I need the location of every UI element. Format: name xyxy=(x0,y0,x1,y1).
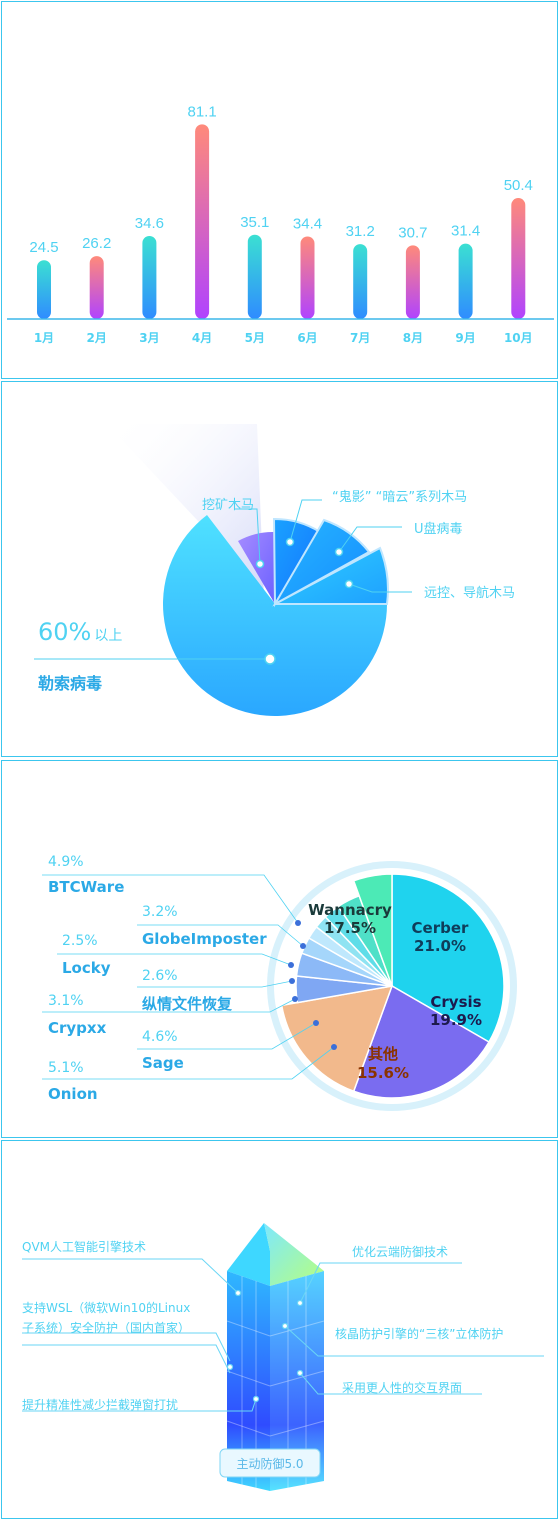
bar-value-label: 31.4 xyxy=(451,223,480,240)
feature-ui: 采用更人性的交互界面 xyxy=(342,1381,463,1395)
callout-remote-trojan: 远控、导航木马 xyxy=(424,586,516,601)
callout-dot xyxy=(289,978,295,984)
callout-usb-virus: U盘病毒 xyxy=(414,522,463,537)
x-tick-label: 1月 xyxy=(34,331,54,345)
virus-share-pie-panel: 挖矿木马 “鬼影” “暗云”系列木马 U盘病毒 远控、导航木马 60% 以上 勒索… xyxy=(1,381,558,757)
callout-line xyxy=(42,1046,335,1080)
x-tick-label: 3月 xyxy=(139,331,159,345)
feature-three-core: 核晶防护引擎的“三核”立体防护 xyxy=(335,1327,504,1341)
pie-slice-other xyxy=(280,985,394,1093)
tower-base-label: 主动防御5.0 xyxy=(236,1457,304,1471)
name-crypxx: Crypxx xyxy=(48,1019,107,1037)
pct-crypxx: 3.1% xyxy=(48,993,84,1009)
callout-line xyxy=(137,924,304,947)
name-recovery: 纵情文件恢复 xyxy=(142,995,233,1013)
ransomware-family-pie-panel: Wannacry 17.5% Cerber 21.0% Crysis 19.9% 其他… xyxy=(1,760,558,1138)
name-onion: Onion xyxy=(48,1085,98,1103)
feature-precision: 提升精准性减少拦截弹窗打扰 xyxy=(22,1398,179,1412)
monthly-bar-chart-panel: 24.5 1月 26.2 2月 34.6 3月 81.1 4月 35.1 5月 34.4 6月 31.2… xyxy=(1,1,558,379)
x-tick-label: 5月 xyxy=(245,331,265,345)
pie-slice-mining-trojan xyxy=(238,531,275,604)
feature-wsl-line1: 支持WSL（微软Win10的Linux xyxy=(22,1301,191,1315)
bar-2 xyxy=(89,256,104,319)
monthly-bar-chart: 24.5 1月 26.2 2月 34.6 3月 81.1 4月 35.1 5月 34.4 6月 31.2… xyxy=(7,103,554,345)
pct-globeimposter: 3.2% xyxy=(142,904,178,920)
callout-dot xyxy=(288,962,294,968)
callout-dot xyxy=(300,943,306,949)
ransomware-family-pie xyxy=(42,861,517,1111)
label-other: 其他 15.6% xyxy=(356,1045,410,1082)
x-tick-label: 4月 xyxy=(192,331,212,345)
bar-value-label: 50.4 xyxy=(504,177,533,194)
name-sage: Sage xyxy=(142,1054,184,1072)
callout-dot xyxy=(331,1044,337,1050)
bar-3 xyxy=(142,235,157,319)
pct-btcware: 4.9% xyxy=(48,854,84,870)
pie-slice-usb-virus xyxy=(272,518,371,607)
pie-slice-cerber xyxy=(391,873,505,1044)
feature-tower-graphic xyxy=(22,1223,544,1491)
pie-slice-wannacry xyxy=(352,873,393,987)
bar-value-label: 26.2 xyxy=(82,235,111,252)
callout-line xyxy=(137,1022,317,1050)
x-tick-label: 2月 xyxy=(87,331,107,345)
callout-line xyxy=(57,953,292,966)
ransomware-percent: 60% 以上 xyxy=(38,618,122,646)
feature-qvm: QVM人工智能引擎技术 xyxy=(22,1240,147,1254)
callout-dot xyxy=(313,1020,319,1026)
pct-onion: 5.1% xyxy=(48,1060,84,1076)
label-cerber: Cerber 21.0% xyxy=(411,919,469,955)
percent-value: 60% xyxy=(38,618,92,646)
ransomware-label: 勒索病毒 xyxy=(38,674,103,693)
label-wannacry: Wannacry 17.5% xyxy=(308,901,392,937)
callout-line xyxy=(137,980,293,988)
callout-line xyxy=(42,874,299,924)
callout-ghost-trojan: “鬼影” “暗云”系列木马 xyxy=(332,490,468,505)
bar-6 xyxy=(300,236,315,319)
x-tick-label: 6月 xyxy=(297,331,317,345)
bar-value-label: 30.7 xyxy=(398,224,427,241)
pct-recovery: 2.6% xyxy=(142,968,178,984)
bar-4 xyxy=(195,124,210,319)
bar-1 xyxy=(37,260,51,319)
bar-5 xyxy=(247,234,262,319)
percent-suffix: 以上 xyxy=(94,628,123,644)
tower-cap-left xyxy=(227,1223,270,1286)
bar-10 xyxy=(511,198,526,319)
virus-share-pie xyxy=(34,424,412,716)
name-locky: Locky xyxy=(62,959,111,977)
callout-dot xyxy=(295,920,301,926)
callout-mining-trojan: 挖矿木马 xyxy=(202,498,255,513)
tower-base-plate xyxy=(219,1448,321,1478)
pct-locky: 2.5% xyxy=(62,933,98,949)
bar-7 xyxy=(353,244,368,319)
pie-slice-ransomware xyxy=(163,515,387,716)
pie-slice-remote-trojan xyxy=(274,546,389,605)
bar-value-label: 34.6 xyxy=(135,215,164,232)
callout-line xyxy=(42,998,296,1013)
pie-slice-crysis xyxy=(352,984,491,1099)
bar-8 xyxy=(405,245,420,319)
tower-cap-right xyxy=(264,1223,324,1286)
feature-tower-panel: QVM人工智能引擎技术 支持WSL（微软Win10的Linux 子系统）安全防护… xyxy=(1,1140,558,1519)
feature-wsl-line2: 子系统）安全防护（国内首家） xyxy=(22,1321,191,1335)
feature-cloud: 优化云端防御技术 xyxy=(352,1245,449,1259)
bar-value-label: 35.1 xyxy=(240,214,269,231)
callout-dot xyxy=(292,996,298,1002)
bar-value-label: 31.2 xyxy=(346,223,375,240)
x-tick-label: 7月 xyxy=(350,331,370,345)
bar-value-label: 34.4 xyxy=(293,215,322,232)
x-tick-label: 9月 xyxy=(455,331,475,345)
bar-value-label: 81.1 xyxy=(187,103,216,120)
x-tick-label: 10月 xyxy=(504,331,533,345)
name-globeimposter: GlobeImposter xyxy=(142,930,267,948)
bar-value-label: 24.5 xyxy=(29,239,58,256)
bar-9 xyxy=(458,243,473,319)
x-tick-label: 8月 xyxy=(403,331,423,345)
name-btcware: BTCWare xyxy=(48,878,125,896)
tower-face-left xyxy=(227,1271,270,1491)
label-crysis: Crysis 19.9% xyxy=(429,993,483,1029)
pct-sage: 4.6% xyxy=(142,1029,178,1045)
